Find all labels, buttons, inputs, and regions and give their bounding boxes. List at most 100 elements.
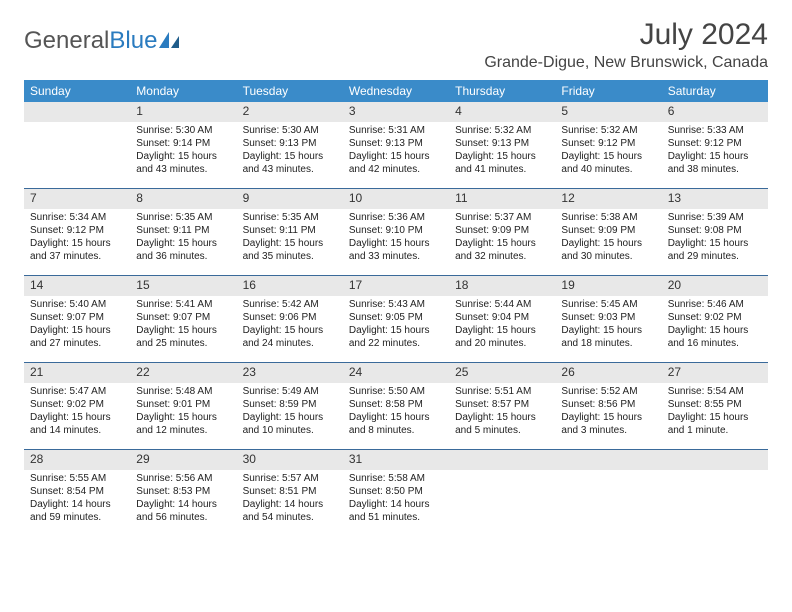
day-number: 21 — [24, 363, 130, 383]
daylight-text: Daylight: 15 hours and 1 minute. — [668, 411, 762, 437]
day-header: Sunday — [24, 80, 130, 102]
week-row: 7Sunrise: 5:34 AMSunset: 9:12 PMDaylight… — [24, 189, 768, 276]
sunrise-text: Sunrise: 5:35 AM — [243, 211, 337, 224]
day-info: Sunrise: 5:35 AMSunset: 9:11 PMDaylight:… — [130, 211, 236, 263]
daylight-text: Daylight: 15 hours and 27 minutes. — [30, 324, 124, 350]
day-info: Sunrise: 5:42 AMSunset: 9:06 PMDaylight:… — [237, 298, 343, 350]
daylight-text: Daylight: 14 hours and 51 minutes. — [349, 498, 443, 524]
calendar-cell — [662, 450, 768, 536]
day-number: 2 — [237, 102, 343, 122]
calendar-cell: 13Sunrise: 5:39 AMSunset: 9:08 PMDayligh… — [662, 189, 768, 275]
sunrise-text: Sunrise: 5:48 AM — [136, 385, 230, 398]
day-number: 14 — [24, 276, 130, 296]
calendar: Sunday Monday Tuesday Wednesday Thursday… — [24, 80, 768, 536]
day-info: Sunrise: 5:54 AMSunset: 8:55 PMDaylight:… — [662, 385, 768, 437]
calendar-cell: 22Sunrise: 5:48 AMSunset: 9:01 PMDayligh… — [130, 363, 236, 449]
calendar-cell: 25Sunrise: 5:51 AMSunset: 8:57 PMDayligh… — [449, 363, 555, 449]
daylight-text: Daylight: 15 hours and 18 minutes. — [561, 324, 655, 350]
sunrise-text: Sunrise: 5:58 AM — [349, 472, 443, 485]
sunset-text: Sunset: 8:55 PM — [668, 398, 762, 411]
day-number: 5 — [555, 102, 661, 122]
day-info: Sunrise: 5:37 AMSunset: 9:09 PMDaylight:… — [449, 211, 555, 263]
sunset-text: Sunset: 9:09 PM — [455, 224, 549, 237]
day-info: Sunrise: 5:58 AMSunset: 8:50 PMDaylight:… — [343, 472, 449, 524]
day-info: Sunrise: 5:39 AMSunset: 9:08 PMDaylight:… — [662, 211, 768, 263]
day-header: Friday — [555, 80, 661, 102]
day-info: Sunrise: 5:48 AMSunset: 9:01 PMDaylight:… — [130, 385, 236, 437]
calendar-cell: 1Sunrise: 5:30 AMSunset: 9:14 PMDaylight… — [130, 102, 236, 188]
day-number: 13 — [662, 189, 768, 209]
sunrise-text: Sunrise: 5:55 AM — [30, 472, 124, 485]
daylight-text: Daylight: 15 hours and 10 minutes. — [243, 411, 337, 437]
calendar-cell: 16Sunrise: 5:42 AMSunset: 9:06 PMDayligh… — [237, 276, 343, 362]
daylight-text: Daylight: 15 hours and 43 minutes. — [243, 150, 337, 176]
calendar-cell: 10Sunrise: 5:36 AMSunset: 9:10 PMDayligh… — [343, 189, 449, 275]
sunrise-text: Sunrise: 5:38 AM — [561, 211, 655, 224]
calendar-cell: 11Sunrise: 5:37 AMSunset: 9:09 PMDayligh… — [449, 189, 555, 275]
daylight-text: Daylight: 15 hours and 42 minutes. — [349, 150, 443, 176]
day-info: Sunrise: 5:51 AMSunset: 8:57 PMDaylight:… — [449, 385, 555, 437]
daylight-text: Daylight: 15 hours and 14 minutes. — [30, 411, 124, 437]
day-header: Saturday — [662, 80, 768, 102]
day-header: Wednesday — [343, 80, 449, 102]
sunrise-text: Sunrise: 5:51 AM — [455, 385, 549, 398]
day-number — [555, 450, 661, 470]
sunrise-text: Sunrise: 5:40 AM — [30, 298, 124, 311]
calendar-cell: 4Sunrise: 5:32 AMSunset: 9:13 PMDaylight… — [449, 102, 555, 188]
calendar-cell: 8Sunrise: 5:35 AMSunset: 9:11 PMDaylight… — [130, 189, 236, 275]
sunset-text: Sunset: 9:02 PM — [30, 398, 124, 411]
daylight-text: Daylight: 15 hours and 22 minutes. — [349, 324, 443, 350]
day-info: Sunrise: 5:55 AMSunset: 8:54 PMDaylight:… — [24, 472, 130, 524]
calendar-cell: 17Sunrise: 5:43 AMSunset: 9:05 PMDayligh… — [343, 276, 449, 362]
day-headers-row: Sunday Monday Tuesday Wednesday Thursday… — [24, 80, 768, 102]
daylight-text: Daylight: 15 hours and 25 minutes. — [136, 324, 230, 350]
sunrise-text: Sunrise: 5:57 AM — [243, 472, 337, 485]
calendar-cell: 2Sunrise: 5:30 AMSunset: 9:13 PMDaylight… — [237, 102, 343, 188]
sunset-text: Sunset: 9:03 PM — [561, 311, 655, 324]
day-number: 26 — [555, 363, 661, 383]
day-info: Sunrise: 5:40 AMSunset: 9:07 PMDaylight:… — [24, 298, 130, 350]
sunset-text: Sunset: 9:01 PM — [136, 398, 230, 411]
calendar-cell: 21Sunrise: 5:47 AMSunset: 9:02 PMDayligh… — [24, 363, 130, 449]
day-number: 4 — [449, 102, 555, 122]
sunset-text: Sunset: 8:53 PM — [136, 485, 230, 498]
sunrise-text: Sunrise: 5:49 AM — [243, 385, 337, 398]
title-block: July 2024 Grande-Digue, New Brunswick, C… — [484, 18, 768, 72]
week-row: 28Sunrise: 5:55 AMSunset: 8:54 PMDayligh… — [24, 450, 768, 536]
daylight-text: Daylight: 15 hours and 29 minutes. — [668, 237, 762, 263]
day-number: 18 — [449, 276, 555, 296]
day-number: 16 — [237, 276, 343, 296]
logo: GeneralBlue — [24, 26, 181, 55]
sunset-text: Sunset: 9:12 PM — [30, 224, 124, 237]
daylight-text: Daylight: 15 hours and 41 minutes. — [455, 150, 549, 176]
calendar-cell: 12Sunrise: 5:38 AMSunset: 9:09 PMDayligh… — [555, 189, 661, 275]
sunset-text: Sunset: 8:59 PM — [243, 398, 337, 411]
sunrise-text: Sunrise: 5:41 AM — [136, 298, 230, 311]
day-number: 20 — [662, 276, 768, 296]
sunset-text: Sunset: 9:08 PM — [668, 224, 762, 237]
daylight-text: Daylight: 15 hours and 35 minutes. — [243, 237, 337, 263]
day-number: 31 — [343, 450, 449, 470]
sunset-text: Sunset: 9:13 PM — [243, 137, 337, 150]
logo-part2: Blue — [109, 27, 157, 54]
calendar-cell: 6Sunrise: 5:33 AMSunset: 9:12 PMDaylight… — [662, 102, 768, 188]
sunrise-text: Sunrise: 5:39 AM — [668, 211, 762, 224]
location-text: Grande-Digue, New Brunswick, Canada — [484, 54, 768, 72]
calendar-cell: 18Sunrise: 5:44 AMSunset: 9:04 PMDayligh… — [449, 276, 555, 362]
day-number: 19 — [555, 276, 661, 296]
sunrise-text: Sunrise: 5:56 AM — [136, 472, 230, 485]
calendar-cell: 15Sunrise: 5:41 AMSunset: 9:07 PMDayligh… — [130, 276, 236, 362]
sunrise-text: Sunrise: 5:45 AM — [561, 298, 655, 311]
daylight-text: Daylight: 15 hours and 3 minutes. — [561, 411, 655, 437]
daylight-text: Daylight: 15 hours and 8 minutes. — [349, 411, 443, 437]
sunrise-text: Sunrise: 5:34 AM — [30, 211, 124, 224]
sunset-text: Sunset: 9:10 PM — [349, 224, 443, 237]
day-number: 27 — [662, 363, 768, 383]
day-info: Sunrise: 5:30 AMSunset: 9:14 PMDaylight:… — [130, 124, 236, 176]
day-info: Sunrise: 5:56 AMSunset: 8:53 PMDaylight:… — [130, 472, 236, 524]
sunset-text: Sunset: 9:06 PM — [243, 311, 337, 324]
calendar-cell: 29Sunrise: 5:56 AMSunset: 8:53 PMDayligh… — [130, 450, 236, 536]
sunrise-text: Sunrise: 5:44 AM — [455, 298, 549, 311]
sunset-text: Sunset: 9:11 PM — [243, 224, 337, 237]
sunrise-text: Sunrise: 5:33 AM — [668, 124, 762, 137]
